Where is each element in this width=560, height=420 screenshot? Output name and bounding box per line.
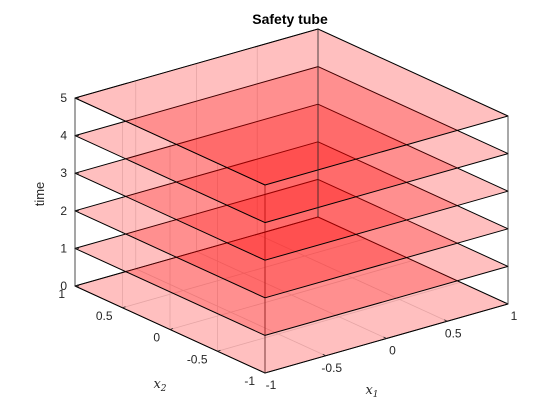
x2-tick-label: -0.5 <box>187 352 208 366</box>
x1-tick-mark <box>383 336 387 339</box>
time-tick-label: 2 <box>60 204 67 218</box>
x1-tick-mark <box>504 302 509 305</box>
x2-tick-mark <box>217 349 221 352</box>
grid-line <box>169 260 414 330</box>
grid-line <box>122 238 366 309</box>
x2-axis-label: x2 <box>153 377 166 394</box>
x1-tick-label: -0.5 <box>321 361 342 375</box>
x1-tick-label: 0.5 <box>445 326 462 340</box>
x2-tick-mark <box>264 371 269 374</box>
chart-title: Safety tube <box>252 11 328 27</box>
time-tick-label: 4 <box>60 129 67 143</box>
time-tick-label: 3 <box>60 166 67 180</box>
x1-tick-label: -1 <box>266 378 277 392</box>
x1-tick-mark <box>444 319 448 322</box>
x2-tick-label: 0 <box>153 331 160 345</box>
grid-line <box>217 281 461 352</box>
time-tick-label: 1 <box>60 241 67 255</box>
x2-tick-label: 0.5 <box>96 309 113 323</box>
x1-tick-mark <box>322 353 326 357</box>
x2-tick-mark <box>169 328 174 330</box>
time-tick-label: 0 <box>60 279 67 293</box>
time-slices <box>74 28 509 374</box>
axes-front-edges <box>317 29 509 304</box>
x2-tick-mark <box>122 306 126 309</box>
x1-tick-label: 0 <box>389 344 396 358</box>
time-axis-label: time <box>32 182 47 207</box>
x1-tick-label: 1 <box>511 309 518 323</box>
x1-axis-label: x1 <box>365 383 378 400</box>
time-tick-label: 5 <box>60 91 67 105</box>
x2-tick-label: 1 <box>58 287 65 301</box>
x2-tick-label: -1 <box>244 374 255 388</box>
x1-tick-mark <box>261 371 266 374</box>
